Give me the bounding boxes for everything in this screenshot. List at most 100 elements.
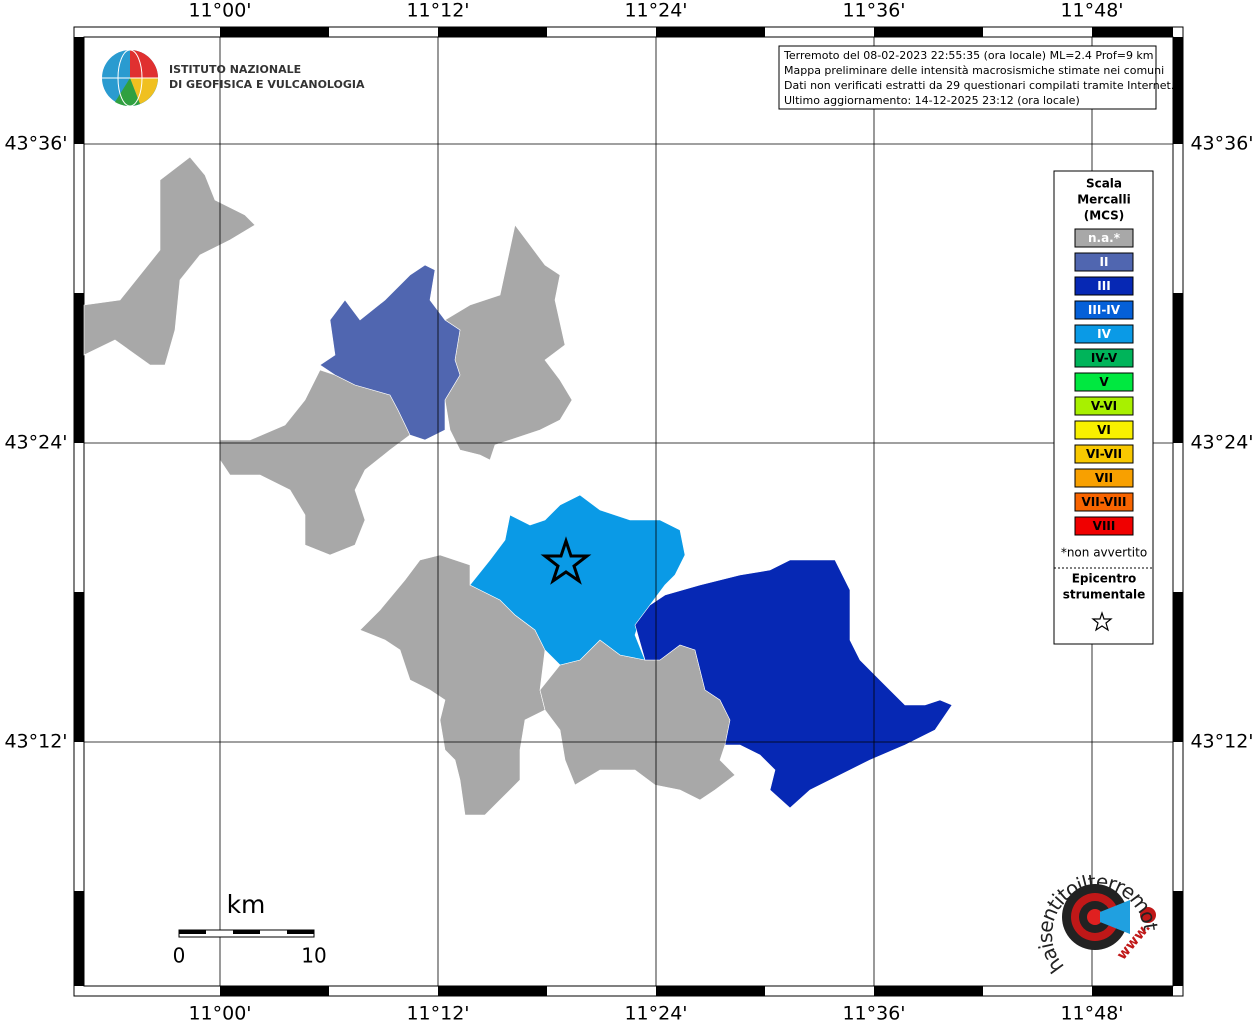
legend: ScalaMercalli(MCS)n.a.*IIIIIIII-IVIVIV-V…: [1074, 177, 1134, 536]
ingv-logo: ISTITUTO NAZIONALE DI GEOFISICA E VULCAN…: [102, 49, 365, 107]
legend-swatch: [1074, 252, 1134, 272]
info-box: [778, 45, 1157, 110]
legend-label: IV-V: [1091, 351, 1118, 365]
frame-stripe: [220, 986, 329, 996]
legend-swatch: [1074, 492, 1134, 512]
scale-segment: [287, 930, 314, 934]
legend-title: Mercalli: [1077, 193, 1131, 207]
frame-stripe: [74, 592, 84, 742]
latitude-label: 43°12': [4, 731, 67, 753]
frame-stripe: [438, 27, 547, 37]
latitude-label: 43°36': [1190, 133, 1253, 155]
legend-swatch: [1074, 300, 1134, 320]
longitude-label: 11°12': [406, 0, 469, 22]
region: [83, 156, 256, 366]
longitude-label: 11°36': [842, 0, 905, 22]
frame-stripe: [438, 986, 547, 996]
latitude-label: 43°12': [1190, 731, 1253, 753]
scale-segment: [179, 930, 206, 934]
legend-label: n.a.*: [1088, 231, 1121, 245]
regions: [83, 156, 953, 816]
frame-stripe: [74, 293, 84, 443]
badge-help: [1140, 907, 1156, 923]
legend-swatch: [1074, 516, 1134, 536]
longitude-label: 11°00': [188, 1003, 251, 1024]
frame-ticks: [74, 27, 1183, 996]
latitude-label: 43°24': [4, 432, 67, 454]
info-line: Ultimo aggiornamento: 14-12-2025 23:12 (…: [784, 94, 1080, 107]
frame-stripe: [874, 986, 983, 996]
latitude-label: 43°36': [4, 133, 67, 155]
info-line: Terremoto del 08-02-2023 22:55:35 (ora l…: [783, 49, 1154, 62]
legend-label: III: [1097, 279, 1110, 293]
legend-swatch: [1074, 324, 1134, 344]
legend-label: III-IV: [1088, 303, 1121, 317]
frame-stripe: [220, 27, 329, 37]
latitude-label: 43°24': [1190, 432, 1253, 454]
frame-stripe: [1173, 293, 1183, 443]
longitude-label: 11°36': [842, 1003, 905, 1024]
frame-stripe: [1092, 27, 1173, 37]
longitude-label: 11°00': [188, 0, 251, 22]
legend-label: V: [1099, 375, 1109, 389]
info-lines: Terremoto del 08-02-2023 22:55:35 (ora l…: [783, 49, 1174, 107]
frame-stripe: [1092, 986, 1173, 996]
logo-segment: [115, 78, 140, 107]
region: [219, 369, 411, 556]
longitude-label: 11°48': [1060, 1003, 1123, 1024]
frame-stripe: [874, 27, 983, 37]
legend-swatch: [1074, 396, 1134, 416]
longitude-label: 11°24': [624, 1003, 687, 1024]
legend-swatch: [1074, 420, 1134, 440]
legend-label: VII: [1095, 471, 1113, 485]
scale-label: 10: [301, 944, 326, 968]
legend-label: VI-VII: [1086, 447, 1122, 461]
region: [359, 554, 546, 816]
logo-text: ISTITUTO NAZIONALE: [169, 63, 301, 76]
legend-swatch: [1074, 348, 1134, 368]
badge-beam: [1100, 900, 1130, 934]
legend-label: IV: [1097, 327, 1111, 341]
scale-unit: km: [227, 890, 266, 919]
legend-label: VI: [1097, 423, 1111, 437]
longitude-label: 11°24': [624, 0, 687, 22]
legend-swatch: [1074, 276, 1134, 296]
legend-epicenter: strumentale: [1063, 588, 1146, 602]
legend-label: VII-VIII: [1081, 495, 1126, 509]
frame-stripe: [1173, 891, 1183, 986]
logo-segment: [130, 78, 158, 104]
legend-title: (MCS): [1084, 209, 1125, 223]
region: [634, 559, 953, 809]
frame-stripe: [74, 891, 84, 986]
legend-epicenter: Epicentro: [1072, 572, 1137, 586]
legend-swatch: [1074, 228, 1134, 248]
legend-title: Scala: [1086, 177, 1122, 191]
legend-note: *non avvertito: [1061, 546, 1147, 560]
scale-bar: km 0 10: [173, 890, 327, 968]
legend-swatch: [1074, 372, 1134, 392]
frame-stripe: [656, 27, 765, 37]
badge-core: [1087, 909, 1103, 925]
logo-segment: [130, 50, 158, 78]
longitude-label: 11°12': [406, 1003, 469, 1024]
frame-stripe: [1173, 592, 1183, 742]
legend-swatch: [1074, 444, 1134, 464]
map-area: [83, 36, 1174, 987]
frame-stripe: [656, 986, 765, 996]
epicenter-star: [540, 536, 592, 585]
legend-swatch: [1074, 468, 1134, 488]
region: [319, 264, 461, 441]
scale-label: 0: [173, 944, 186, 968]
legend-label: II: [1100, 255, 1109, 269]
info-line: Mappa preliminare delle intensità macros…: [784, 64, 1164, 77]
info-line: Dati non verificati estratti da 29 quest…: [784, 79, 1174, 92]
legend-star: [1091, 611, 1113, 632]
scale-segment: [233, 930, 260, 934]
frame-stripe: [74, 37, 84, 144]
longitude-label: 11°48': [1060, 0, 1123, 22]
legend-label: V-VI: [1091, 399, 1117, 413]
frame-stripe: [1173, 37, 1183, 144]
logo-text: DI GEOFISICA E VULCANOLOGIA: [169, 78, 365, 91]
